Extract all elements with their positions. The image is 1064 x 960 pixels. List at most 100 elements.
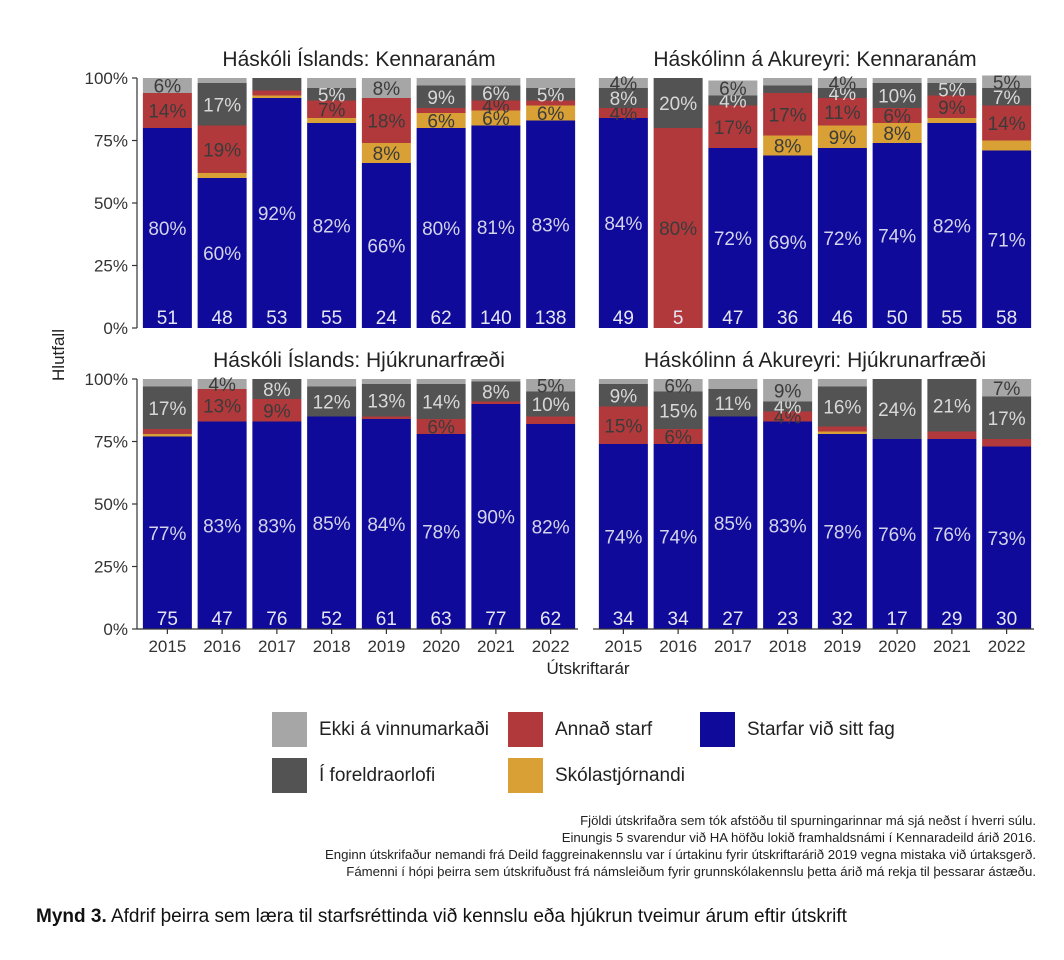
data-label: 14% (988, 114, 1026, 135)
x-tick-label: 2020 (422, 637, 460, 656)
bar-segment-ekki (471, 379, 521, 382)
bar-segment-foreldra (763, 85, 813, 93)
bar-segment-starfar (307, 416, 357, 629)
data-label: 18% (367, 112, 405, 133)
caption-prefix: Mynd 3. (36, 906, 107, 927)
note-line: Fámenni í hópi þeirra sem útskrifuðust f… (346, 864, 1036, 879)
data-label: 8% (373, 79, 401, 100)
legend-item-ekki: Ekki á vinnumarkaði (272, 712, 489, 747)
data-label: 4% (482, 97, 510, 118)
bar-segment-foreldra (416, 85, 466, 108)
data-label: 4% (610, 74, 638, 95)
data-label: 81% (477, 218, 515, 239)
data-label: 74% (878, 227, 916, 248)
bar-segment-ekki (927, 78, 977, 83)
bar-segment-annad (763, 93, 813, 136)
data-label: 7% (993, 379, 1021, 400)
bar-segment-starfar (982, 446, 1032, 629)
bar-segment-ekki (361, 78, 411, 98)
bar-segment-ekki (471, 78, 521, 86)
data-label: 9% (263, 401, 291, 422)
bar-segment-starfar (927, 123, 977, 328)
data-label: 12% (313, 393, 351, 414)
data-label: 84% (604, 214, 642, 235)
data-label: 17% (988, 409, 1026, 430)
data-label: 82% (933, 217, 971, 238)
data-label: 80% (148, 219, 186, 240)
bar-segment-annad (142, 93, 192, 128)
legend-label-foreldra: Í foreldraorlofi (319, 764, 436, 786)
data-label: 74% (604, 528, 642, 549)
bar-segment-foreldra (653, 391, 703, 429)
bar-segment-foreldra (653, 78, 703, 128)
bar-segment-skola (763, 135, 813, 156)
bar-segment-foreldra (817, 88, 867, 98)
bar-segment-ekki (817, 78, 867, 88)
x-tick-label: 2015 (604, 637, 642, 656)
note-line: Fjöldi útskrifaðra sem tók afstöðu til s… (580, 813, 1036, 828)
legend-label-skola: Skólastjórnandi (555, 764, 685, 786)
panel-title: Háskóli Íslands: Hjúkrunarfræði (213, 349, 505, 372)
count-label: 61 (376, 609, 397, 630)
count-label: 58 (996, 308, 1017, 329)
data-label: 4% (829, 84, 857, 105)
y-tick-label: 0% (103, 620, 128, 639)
bar-segment-annad (416, 108, 466, 113)
data-label: 14% (422, 393, 460, 414)
bar-segment-ekki (307, 78, 357, 88)
data-label: 72% (823, 229, 861, 250)
bar-segment-foreldra (361, 384, 411, 417)
count-label: 51 (157, 308, 178, 329)
bar-segment-annad (708, 105, 758, 148)
data-label: 17% (203, 95, 241, 116)
bar-segment-foreldra (982, 88, 1032, 106)
count-label: 27 (722, 609, 743, 630)
data-label: 5% (537, 376, 565, 397)
data-label: 19% (203, 140, 241, 161)
bar-segment-ekki (982, 75, 1032, 88)
count-label: 48 (212, 308, 233, 329)
y-tick-label: 50% (94, 495, 128, 514)
bar-segment-annad (361, 98, 411, 143)
bar-segment-annad (471, 100, 521, 111)
x-axis-title: Útskriftarár (546, 659, 629, 678)
bar-segment-skola (361, 143, 411, 163)
count-label: 77 (485, 609, 506, 630)
bar-segment-annad (471, 401, 521, 404)
data-label: 8% (610, 89, 638, 110)
bar-segment-starfar (471, 404, 521, 629)
bar-segment-ekki (526, 78, 576, 88)
data-label: 92% (258, 204, 296, 225)
legend-item-skola: Skólastjórnandi (508, 758, 685, 793)
bar-segment-annad (307, 100, 357, 118)
count-label: 47 (722, 308, 743, 329)
bar-segment-foreldra (598, 88, 648, 108)
data-label: 76% (878, 525, 916, 546)
data-label: 78% (823, 523, 861, 544)
data-label: 4% (829, 74, 857, 95)
data-label: 6% (537, 104, 565, 125)
bar-segment-ekki (598, 78, 648, 88)
bar-segment-starfar (197, 421, 247, 629)
bar-segment-annad (817, 98, 867, 126)
bar-segment-skola (142, 434, 192, 437)
count-label: 53 (266, 308, 287, 329)
data-label: 6% (482, 84, 510, 105)
data-label: 6% (664, 428, 692, 449)
bar-segment-foreldra (471, 381, 521, 402)
y-tick-label: 75% (94, 433, 128, 452)
bar-segment-foreldra (763, 401, 813, 412)
bar-segment-foreldra (142, 386, 192, 429)
bar-segment-ekki (416, 78, 466, 86)
data-label: 6% (154, 77, 182, 98)
data-label: 83% (203, 516, 241, 537)
bar-segment-annad (598, 406, 648, 444)
bar-segment-annad (872, 108, 922, 123)
bar-segment-annad (197, 125, 247, 173)
bar-segment-ekki (763, 379, 813, 402)
bar-segment-annad (927, 95, 977, 118)
bar-segment-starfar (252, 421, 302, 629)
bar-segment-skola (197, 173, 247, 178)
facet-panel: Háskóli Íslands: Kennaranám 80% 14% 6% 51 60%… (85, 48, 576, 338)
count-label: 138 (535, 308, 567, 329)
